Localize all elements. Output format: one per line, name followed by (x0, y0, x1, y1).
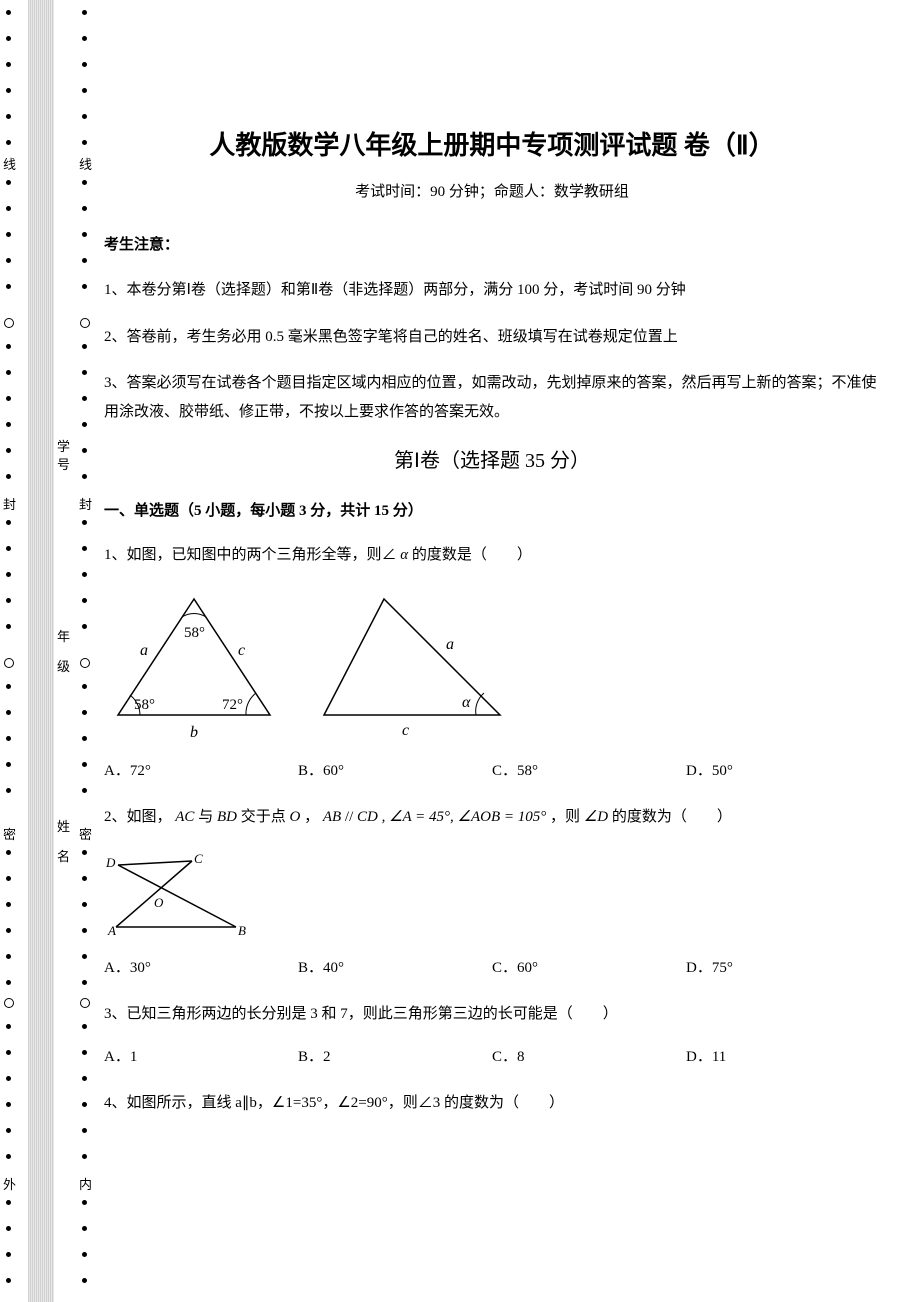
q2-cd: CD (357, 809, 378, 825)
q1-t1-right: 72° (222, 697, 243, 713)
q1-opt-d: D．50° (686, 760, 880, 783)
section-head: 第Ⅰ卷（选择题 35 分） (104, 446, 880, 476)
q2-b: 与 (198, 809, 217, 825)
q1-opt-c: C．58° (492, 760, 686, 783)
q3-opt-b: B．2 (298, 1046, 492, 1069)
q2-opt-b: B．40° (298, 957, 492, 980)
q1-t1-left: 58° (134, 697, 155, 713)
q1-options: A．72° B．60° C．58° D．50° (104, 760, 880, 783)
notice-line-2: 2、答卷前，考生务必用 0.5 毫米黑色签字笔将自己的姓名、班级填写在试卷规定位… (104, 323, 880, 352)
dot-column-right: 线封密内 (82, 0, 90, 1302)
q2-lblA: A (107, 923, 116, 938)
q3-stem: 3、已知三角形两边的长分别是 3 和 7，则此三角形第三边的长可能是（ ） (104, 1000, 880, 1029)
q1-t1-side-a: a (140, 642, 148, 659)
q1-t2-alpha: α (462, 694, 471, 711)
q2-ab: AB (323, 809, 341, 825)
dot-column-mid: 学号年级姓名 (60, 0, 68, 1302)
q2-svg: A B C D O (104, 849, 264, 939)
q1-opt-b: B．60° (298, 760, 492, 783)
q1-stem: 1、如图，已知图中的两个三角形全等，则∠ α 的度数是（ ） (104, 541, 880, 570)
q2-opt-d: D．75° (686, 957, 880, 980)
dot-column-left: 线封密外 (6, 0, 14, 1302)
q3-opt-d: D．11 (686, 1046, 880, 1069)
q2-opt-c: C．60° (492, 957, 686, 980)
notice-head: 考生注意： (104, 234, 880, 257)
q2-cond: , ∠A = 45°, ∠AOB = 105° (382, 809, 547, 825)
page-title: 人教版数学八年级上册期中专项测评试题 卷（Ⅱ） (104, 126, 880, 165)
q2-d: ， (304, 809, 323, 825)
q2-opt-a: A．30° (104, 957, 298, 980)
q1-t1-apex: 58° (184, 625, 205, 641)
page-content: 人教版数学八年级上册期中专项测评试题 卷（Ⅱ） 考试时间：90 分钟；命题人：数… (104, 0, 904, 1135)
binding-margin: 线封密外 学号年级姓名 线封密内 (0, 0, 96, 1302)
notice-line-1: 1、本卷分第Ⅰ卷（选择题）和第Ⅱ卷（非选择题）两部分，满分 100 分，考试时间… (104, 276, 880, 305)
q2-c: 交于点 (241, 809, 290, 825)
q2-ac: AC (175, 809, 194, 825)
q2-lblD: D (105, 855, 116, 870)
q1-figures: 58° 58° 72° a c b α a c (104, 587, 880, 742)
q1-triangle-1: 58° 58° 72° a c b (104, 587, 284, 742)
q3-options: A．1 B．2 C．8 D．11 (104, 1046, 880, 1069)
q2-e: ，则 (550, 809, 584, 825)
q2-lblB: B (238, 923, 246, 938)
q4-stem: 4、如图所示，直线 a∥b，∠1=35°，∠2=90°，则∠3 的度数为（ ） (104, 1089, 880, 1118)
q2-lblO: O (154, 895, 164, 910)
q1-t1-side-b: b (190, 724, 198, 741)
group-head: 一、单选题（5 小题，每小题 3 分，共计 15 分） (104, 500, 880, 523)
q1-t1-side-c: c (238, 642, 245, 659)
q2-par: // (345, 809, 353, 825)
q1-alpha: α (400, 547, 408, 563)
q1-stem-post: 的度数是（ ） (412, 547, 532, 563)
gray-strip (28, 0, 54, 1302)
q1-stem-pre: 1、如图，已知图中的两个三角形全等，则∠ (104, 547, 397, 563)
q3-opt-a: A．1 (104, 1046, 298, 1069)
q1-triangle-2: α a c (314, 587, 514, 742)
q2-figure: A B C D O (104, 849, 880, 939)
notice-line-3: 3、答案必须写在试卷各个题目指定区域内相应的位置，如需改动，先划掉原来的答案，然… (104, 369, 880, 426)
q2-bd: BD (217, 809, 237, 825)
q2-a: 2、如图， (104, 809, 175, 825)
q2-options: A．30° B．40° C．60° D．75° (104, 957, 880, 980)
q2-lblC: C (194, 851, 203, 866)
q1-opt-a: A．72° (104, 760, 298, 783)
q2-stem: 2、如图， AC 与 BD 交于点 O ， AB // CD , ∠A = 45… (104, 803, 880, 832)
q2-f: 的度数为（ ） (612, 809, 732, 825)
page-subtitle: 考试时间：90 分钟；命题人：数学教研组 (104, 181, 880, 204)
q3-opt-c: C．8 (492, 1046, 686, 1069)
q1-t2-side-a: a (446, 636, 454, 653)
q1-t2-side-c: c (402, 722, 409, 739)
q2-o: O (289, 809, 300, 825)
q2-angD: ∠D (584, 809, 608, 825)
